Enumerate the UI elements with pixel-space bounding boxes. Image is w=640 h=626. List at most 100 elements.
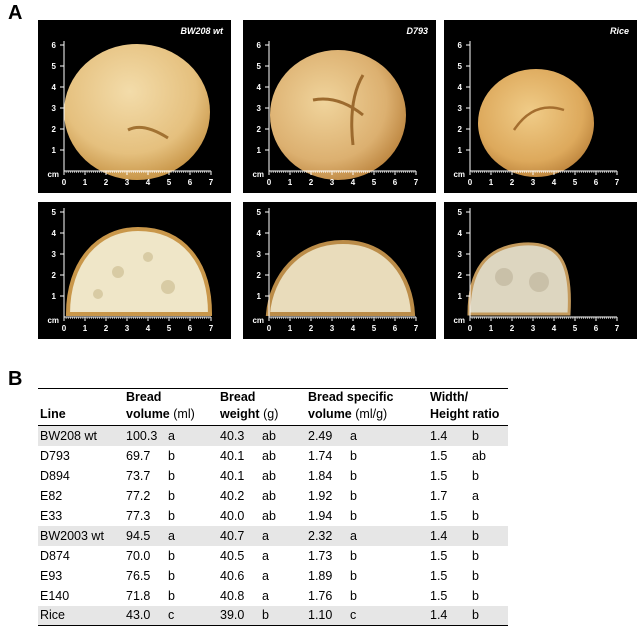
axis-unit-label: cm <box>252 316 264 325</box>
x-tick-label: 7 <box>414 324 419 333</box>
bread-roll-image <box>64 44 210 180</box>
x-tick-label: 4 <box>552 178 557 187</box>
scale-axes: 0 1 2 3 4 5 6 7 1 2 3 4 5 cm <box>453 208 620 333</box>
panel-a-letter: A <box>8 2 23 24</box>
cell-weight: 39.0 b <box>218 605 306 626</box>
cell-line: Rice <box>38 605 124 626</box>
cell-volume: 76.5 b <box>126 568 175 583</box>
y-tick-label: 1 <box>52 146 57 155</box>
cell-specific-volume: 1.10 c <box>306 605 428 626</box>
x-tick-label: 5 <box>167 178 172 187</box>
x-tick-label: 3 <box>125 324 130 333</box>
y-tick-label: 5 <box>52 62 57 71</box>
photo-bw208-crumb: 0 1 2 3 4 5 6 7 1 2 3 4 5 cm <box>38 202 231 339</box>
cell-specific-volume: 1.92 b <box>308 488 357 503</box>
axis-unit-label: cm <box>47 316 59 325</box>
y-tick-label: 3 <box>257 250 262 259</box>
x-tick-label: 0 <box>468 324 473 333</box>
cell-volume: 43.0 c <box>124 605 218 626</box>
y-tick-label: 6 <box>257 41 262 50</box>
cell-ratio: 1.5 b <box>430 568 479 583</box>
x-tick-label: 5 <box>167 324 172 333</box>
scale-axes: 0 1 2 3 4 5 6 7 1 2 3 4 5 cm <box>252 208 419 333</box>
x-tick-label: 6 <box>188 178 193 187</box>
axis-unit-label: cm <box>453 170 465 179</box>
cell-line: BW208 wt <box>38 425 124 446</box>
photo-label: D793 <box>406 26 428 36</box>
y-tick-label: 2 <box>52 125 57 134</box>
cell-ratio: 1.5 b <box>430 508 479 523</box>
x-tick-label: 7 <box>209 178 214 187</box>
scale-axes: 0 1 2 3 4 5 6 7 1 2 3 4 5 cm <box>47 208 214 333</box>
results-table-wrapper: Line Bread volume (ml) Bread weight (g) … <box>38 388 508 626</box>
cell-ratio: 1.4 b <box>428 525 508 546</box>
cell-ratio: 1.5 ab <box>430 448 486 463</box>
cell-ratio: 1.5 b <box>430 588 479 603</box>
cell-line: D874 <box>40 548 70 563</box>
x-tick-label: 0 <box>267 178 272 187</box>
cell-specific-volume: 1.94 b <box>308 508 357 523</box>
y-tick-label: 2 <box>52 271 57 280</box>
cell-volume: 100.3 a <box>124 425 218 446</box>
photo-d793-top: D793 0 1 2 3 4 5 6 7 1 2 3 4 5 6 cm <box>243 20 436 193</box>
x-tick-label: 4 <box>146 324 151 333</box>
photo-d793-crumb: 0 1 2 3 4 5 6 7 1 2 3 4 5 cm <box>243 202 436 339</box>
cell-specific-volume: 1.74 b <box>308 448 357 463</box>
photo-rice-top: Rice 0 1 2 3 4 5 6 7 1 2 3 4 5 6 cm <box>444 20 637 193</box>
y-tick-label: 1 <box>257 146 262 155</box>
table-row: BW2003 wt 94.5 a 40.7 a 2.32 a 1.4 b <box>38 525 508 546</box>
x-tick-label: 2 <box>104 178 109 187</box>
x-tick-label: 7 <box>615 178 620 187</box>
x-tick-label: 3 <box>330 324 335 333</box>
cell-weight: 40.1 ab <box>220 468 276 483</box>
bread-crumb-image <box>65 226 213 316</box>
y-tick-label: 4 <box>52 229 57 238</box>
x-tick-label: 1 <box>83 324 88 333</box>
panel-b-letter: B <box>8 368 23 390</box>
y-tick-label: 5 <box>257 62 262 71</box>
cell-volume: 73.7 b <box>126 468 175 483</box>
cell-volume: 94.5 a <box>124 525 218 546</box>
x-tick-label: 5 <box>573 178 578 187</box>
axis-unit-label: cm <box>47 170 59 179</box>
x-tick-label: 2 <box>510 324 515 333</box>
scale-axes: 0 1 2 3 4 5 6 7 1 2 3 4 5 6 cm <box>453 41 620 187</box>
table-row: E82 77.2 b 40.2 ab 1.92 b 1.7 a <box>38 486 508 506</box>
x-tick-label: 1 <box>489 178 494 187</box>
cell-volume: 69.7 b <box>126 448 175 463</box>
y-tick-label: 1 <box>458 146 463 155</box>
photo-label: Rice <box>609 26 629 36</box>
results-table-body: BW208 wt 100.3 a 40.3 ab 2.49 a 1.4 b D793 69.7 b 40… <box>38 425 508 626</box>
x-tick-label: 0 <box>267 324 272 333</box>
x-tick-label: 4 <box>351 324 356 333</box>
cell-line: E82 <box>40 488 63 503</box>
photo-label: BW208 wt <box>180 26 223 36</box>
axis-unit-label: cm <box>453 316 465 325</box>
cell-weight: 40.8 a <box>220 588 269 603</box>
cell-specific-volume: 2.32 a <box>306 525 428 546</box>
y-tick-label: 1 <box>52 292 57 301</box>
cell-specific-volume: 1.73 b <box>308 548 357 563</box>
x-tick-label: 3 <box>125 178 130 187</box>
x-tick-label: 7 <box>414 178 419 187</box>
x-tick-label: 2 <box>309 324 314 333</box>
y-tick-label: 5 <box>458 62 463 71</box>
bread-roll-image <box>478 69 594 177</box>
cell-ratio: 1.4 b <box>428 605 508 626</box>
x-tick-label: 5 <box>372 178 377 187</box>
header-line: Line <box>40 407 66 421</box>
x-tick-label: 5 <box>573 324 578 333</box>
x-tick-label: 5 <box>372 324 377 333</box>
cell-line: E140 <box>40 588 70 603</box>
cell-line: E33 <box>40 508 63 523</box>
results-table: Line Bread volume (ml) Bread weight (g) … <box>38 388 508 626</box>
header-weight: Bread weight (g) <box>220 390 279 421</box>
bread-crumb-image <box>467 242 571 316</box>
y-tick-label: 5 <box>257 208 262 217</box>
cell-line: E93 <box>40 568 63 583</box>
x-tick-label: 6 <box>188 324 193 333</box>
bread-crumb-image <box>265 239 416 316</box>
x-tick-label: 6 <box>594 178 599 187</box>
x-tick-label: 6 <box>393 178 398 187</box>
x-tick-label: 0 <box>62 324 67 333</box>
